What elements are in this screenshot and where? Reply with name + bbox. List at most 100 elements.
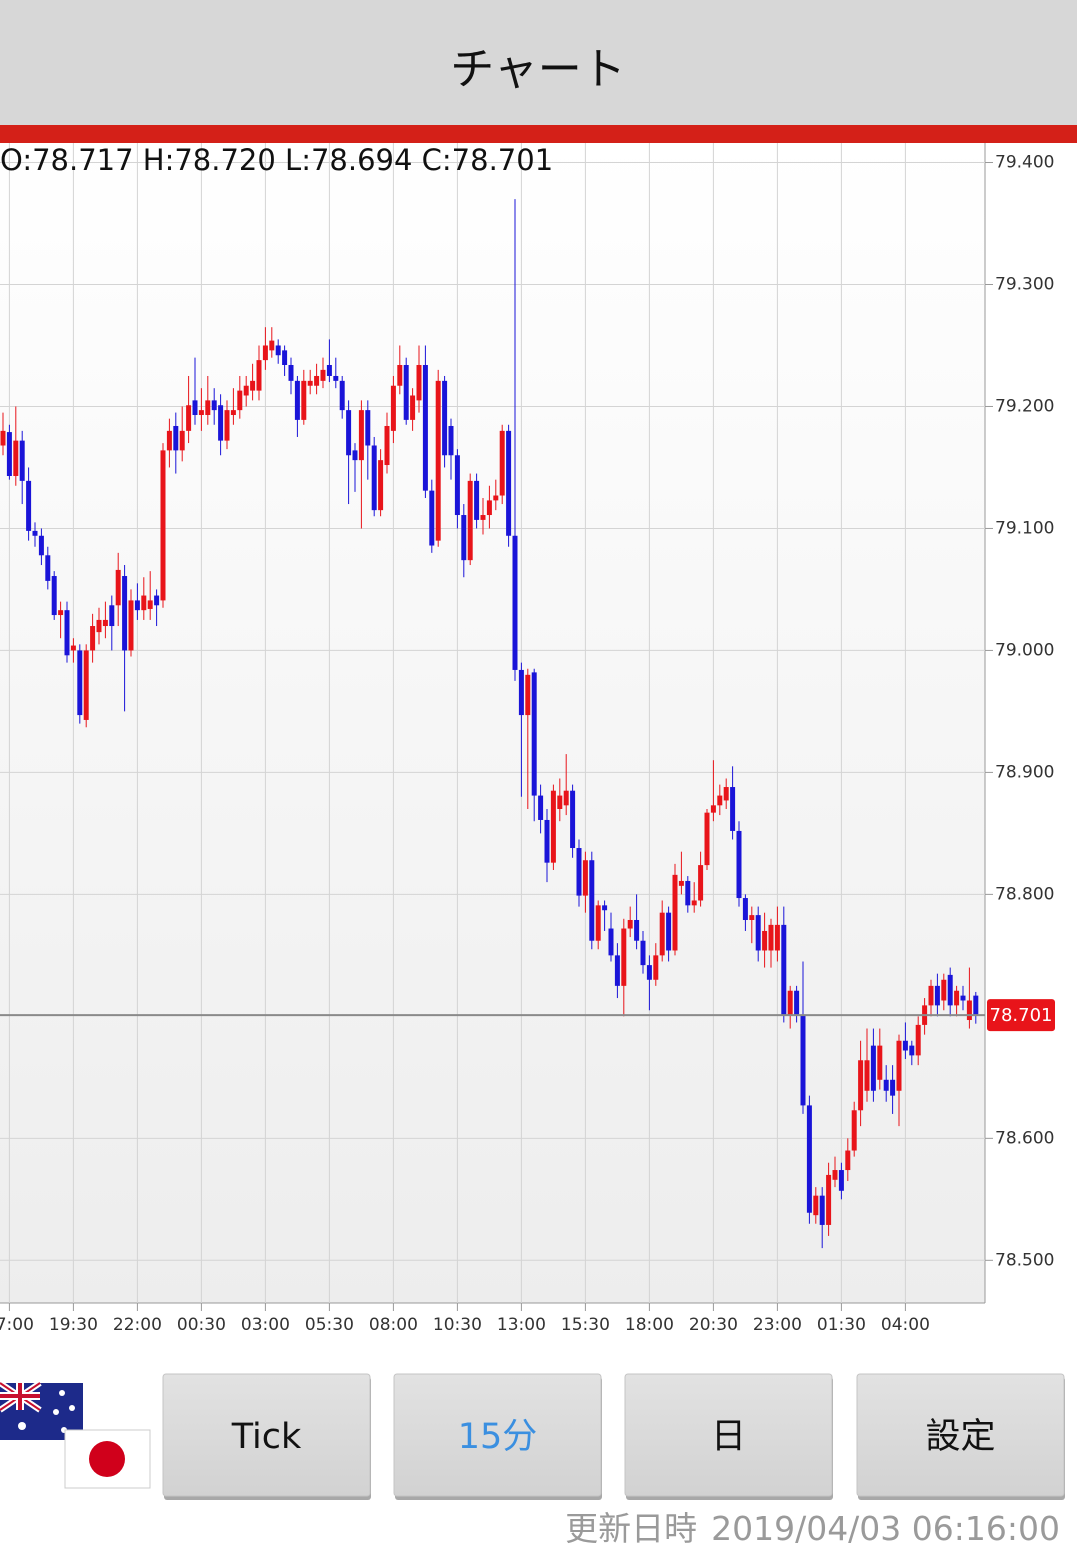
- candle-body: [774, 924, 780, 951]
- candle-body: [0, 430, 6, 446]
- candle-body: [730, 787, 736, 831]
- button-label[interactable]: 設定: [925, 1417, 995, 1457]
- candle-body: [826, 1174, 832, 1225]
- tab-button[interactable]: 日: [624, 1373, 833, 1500]
- candle-body: [954, 990, 960, 1006]
- candle-body: [422, 364, 428, 491]
- button-face[interactable]: [162, 1373, 371, 1497]
- candle-body: [550, 790, 556, 863]
- button-face[interactable]: [393, 1373, 602, 1497]
- update-label: 更新日時: [565, 1509, 697, 1548]
- button-label[interactable]: Tick: [231, 1417, 302, 1457]
- candle-body: [250, 380, 256, 391]
- candle-body: [32, 530, 38, 536]
- candle-body: [13, 440, 19, 476]
- candle-body: [154, 595, 160, 606]
- candle-body: [653, 955, 659, 980]
- candle-body: [38, 535, 44, 556]
- candle-body: [186, 405, 192, 431]
- x-tick-label: 05:30: [305, 1315, 354, 1335]
- button-face[interactable]: [856, 1373, 1065, 1497]
- tab-button[interactable]: 設定: [856, 1373, 1065, 1500]
- candle-body: [646, 965, 652, 980]
- candle-body: [557, 795, 563, 809]
- button-label[interactable]: 15分: [458, 1417, 538, 1457]
- update-time: 更新日時 2019/04/03 06:16:00: [565, 1509, 1060, 1548]
- candle-body: [211, 400, 217, 411]
- candle-body: [845, 1150, 851, 1171]
- candle-body: [813, 1195, 819, 1216]
- candle-body: [45, 555, 51, 581]
- y-tick-label: 78.800: [995, 884, 1054, 904]
- candle-body: [358, 410, 364, 461]
- candle-body: [294, 380, 300, 420]
- candle-body: [736, 830, 742, 899]
- candle-body: [77, 650, 83, 716]
- candle-body: [243, 385, 249, 396]
- candle-body: [307, 380, 313, 386]
- button-face[interactable]: [624, 1373, 833, 1497]
- candle-body: [122, 576, 128, 651]
- candle-body: [672, 874, 678, 951]
- candle-body: [506, 430, 512, 536]
- y-axis-area: [985, 143, 1077, 1303]
- accent-bar: [0, 125, 1077, 143]
- candle-body: [416, 364, 422, 401]
- candle-body: [333, 375, 339, 381]
- candle-body: [640, 940, 646, 966]
- x-tick-label: 00:30: [177, 1315, 226, 1335]
- candle-body: [173, 425, 179, 451]
- candle-body: [966, 1000, 972, 1021]
- candle-body: [275, 345, 281, 356]
- candle-body: [83, 650, 89, 720]
- y-tick-label: 79.100: [995, 518, 1054, 538]
- candle-body: [442, 380, 448, 456]
- candle-body: [781, 924, 787, 1016]
- candle-body: [384, 425, 390, 466]
- candle-body: [474, 480, 480, 520]
- candle-body: [90, 626, 96, 651]
- y-tick-label: 79.400: [995, 153, 1054, 173]
- y-tick-label: 79.200: [995, 396, 1054, 416]
- candle-body: [314, 375, 320, 386]
- candle-body: [435, 380, 441, 541]
- candle-body: [723, 787, 729, 801]
- candle-body: [691, 900, 697, 906]
- candle-body: [410, 395, 416, 420]
- y-tick-label: 78.600: [995, 1128, 1054, 1148]
- candle-body: [659, 912, 665, 956]
- candle-body: [755, 915, 761, 951]
- candle-body: [666, 912, 672, 951]
- candle-body: [301, 380, 307, 420]
- candle-body: [870, 1045, 876, 1091]
- candle-body: [890, 1079, 896, 1096]
- candle-body: [346, 410, 352, 456]
- candle-body: [26, 480, 32, 531]
- candle-body: [518, 669, 524, 716]
- candle-body: [806, 1105, 812, 1213]
- candle-body: [19, 440, 25, 481]
- candle-body: [902, 1040, 908, 1051]
- tab-button[interactable]: Tick: [162, 1373, 371, 1500]
- x-tick-label: 13:00: [497, 1315, 546, 1335]
- jpy-flag: [64, 1429, 151, 1489]
- button-label[interactable]: 日: [711, 1417, 746, 1457]
- candle-body: [858, 1060, 864, 1111]
- candle-body: [589, 860, 595, 941]
- candle-body: [102, 619, 108, 627]
- x-tick-label: 17:00: [0, 1315, 34, 1335]
- header-bar: [0, 0, 1077, 125]
- candle-body: [371, 445, 377, 511]
- candle-body: [570, 790, 576, 849]
- candle-body: [454, 455, 460, 516]
- tab-button[interactable]: 15分: [393, 1373, 602, 1500]
- candle-body: [198, 410, 204, 416]
- candle-body: [742, 898, 748, 920]
- candle-body: [621, 928, 627, 986]
- y-tick-label: 78.500: [995, 1250, 1054, 1270]
- candle-body: [64, 610, 70, 656]
- candle-body: [461, 515, 467, 561]
- candle-body: [378, 460, 384, 511]
- candle-body: [365, 410, 371, 446]
